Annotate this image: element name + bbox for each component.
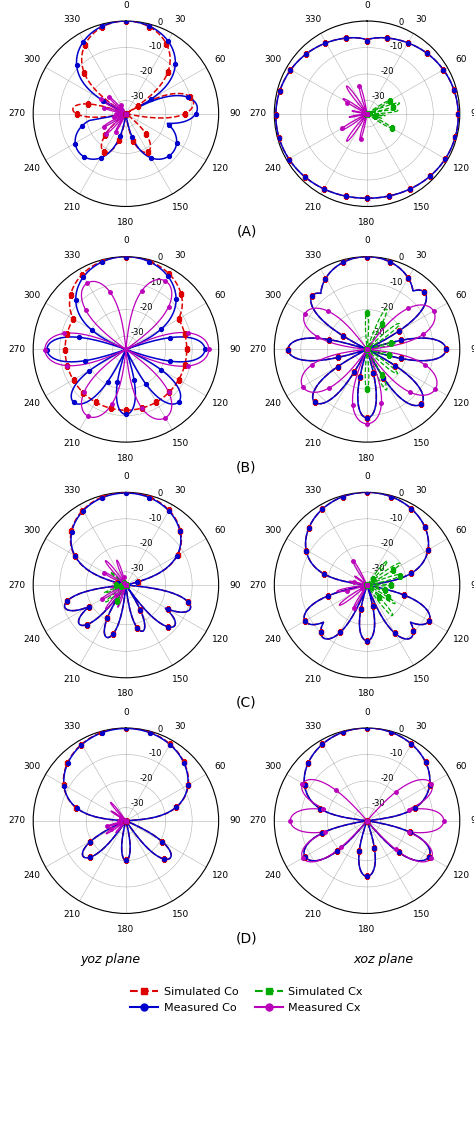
Text: (A): (A) [237,225,256,239]
Text: (B): (B) [236,460,257,474]
Legend: Simulated Co, Measured Co, Simulated Cx, Measured Cx: Simulated Co, Measured Co, Simulated Cx,… [125,982,368,1018]
Text: xoz plane: xoz plane [353,953,413,967]
Text: yoz plane: yoz plane [80,953,140,967]
Text: (C): (C) [236,696,257,710]
Text: (D): (D) [236,932,257,945]
